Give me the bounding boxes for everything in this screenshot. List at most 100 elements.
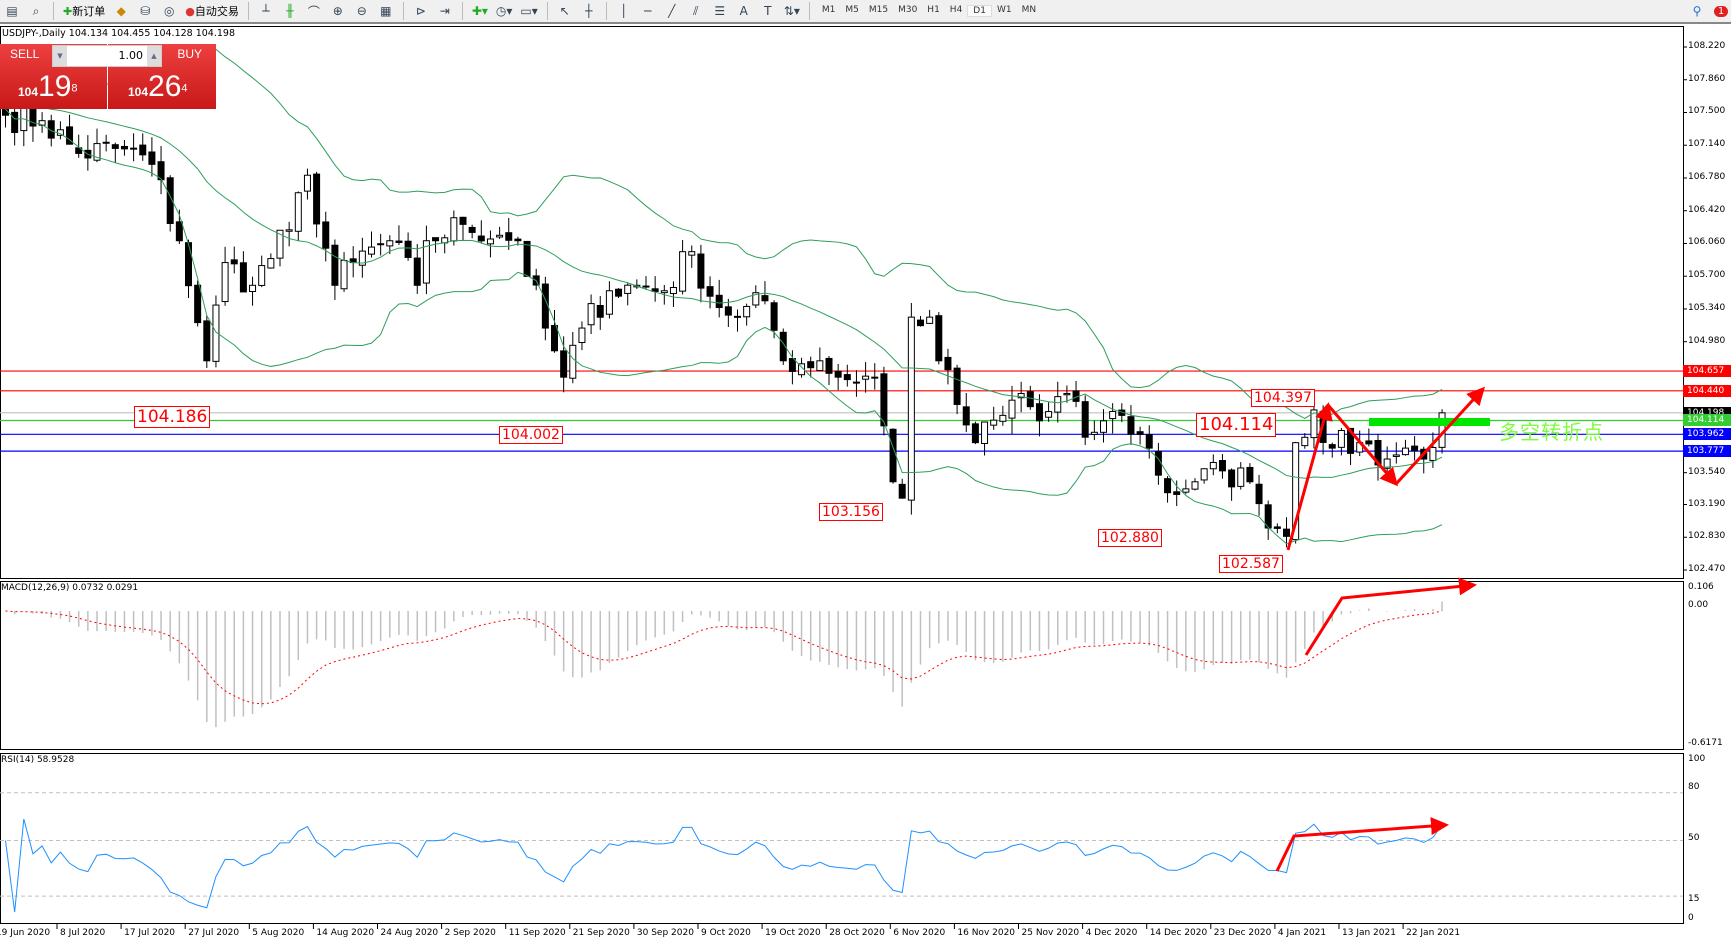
tile-windows-icon[interactable]: ▦ — [380, 4, 392, 18]
timeframe-m1[interactable]: M1 — [821, 5, 836, 15]
price-axis-label: 107.500 — [1688, 106, 1726, 117]
date-label: 23 Dec 2020 — [1213, 928, 1272, 938]
new-order-label: 新订单 — [72, 5, 106, 18]
candlestick-icon[interactable]: ╫ — [286, 4, 294, 18]
date-label: 9 Oct 2020 — [701, 928, 751, 938]
templates-icon[interactable]: ▭▾ — [520, 4, 538, 18]
rsi-axis-100: 100 — [1688, 754, 1706, 764]
candle-body — [953, 367, 961, 405]
candle-body — [331, 244, 339, 286]
indicators-icon[interactable]: ✚▾ — [471, 4, 488, 18]
timeframe-h4[interactable]: H4 — [949, 5, 963, 15]
candle-body — [1246, 466, 1254, 483]
timeframe-d1[interactable]: D1 — [967, 5, 992, 17]
candle-body — [1255, 483, 1263, 505]
periods-icon[interactable]: ◷▾ — [495, 4, 513, 18]
lot-decrease-button[interactable]: ▼ — [53, 46, 67, 66]
auto-trading-icon: ● — [185, 4, 195, 18]
macd-axis-min: -0.6171 — [1688, 738, 1723, 748]
timeframe-mn[interactable]: MN — [1021, 5, 1037, 15]
new-chart-icon[interactable]: ▤ — [6, 4, 18, 18]
data-icon[interactable]: ⛁ — [140, 4, 151, 18]
candle-body — [322, 221, 330, 249]
candle-body — [971, 423, 979, 444]
macd-histogram — [13, 601, 1443, 728]
candle-body — [450, 217, 458, 242]
horizontal-line-icon[interactable]: ─ — [644, 4, 652, 18]
text-icon[interactable]: A — [739, 4, 748, 18]
chart-shift-icon[interactable]: ⇥ — [439, 4, 450, 18]
search-icon[interactable]: ⚲ — [1692, 4, 1702, 18]
candle-body — [377, 243, 385, 246]
candle-body — [596, 305, 604, 318]
price-axis-label: 106.420 — [1688, 204, 1726, 215]
candle-body — [807, 361, 815, 369]
date-label: 25 Nov 2020 — [1021, 928, 1080, 938]
candle-body — [926, 316, 934, 324]
channel-icon[interactable]: ⫽ — [693, 3, 699, 18]
new-order-button[interactable]: ✚ 新订单 — [61, 1, 107, 21]
vertical-line-icon[interactable]: │ — [620, 4, 628, 18]
signal-icon[interactable]: ◎ — [163, 4, 175, 18]
zoom-in-icon[interactable]: ⊕ — [332, 4, 343, 18]
date-label: 6 Nov 2020 — [893, 928, 946, 938]
candle-body — [1136, 431, 1144, 435]
candle-body — [239, 262, 247, 293]
candle-body — [1347, 427, 1355, 454]
line-chart-icon[interactable]: ⌒ — [307, 4, 320, 19]
date-label: 14 Aug 2020 — [316, 928, 375, 938]
timeframe-m30[interactable]: M30 — [898, 5, 918, 15]
timeframe-m15[interactable]: M15 — [868, 5, 889, 15]
crosshair-icon[interactable]: ┼ — [585, 4, 593, 18]
candle-body — [999, 414, 1007, 422]
level-tag: 103.777 — [1683, 445, 1731, 458]
candle-body — [898, 483, 906, 499]
lot-stepper[interactable]: ▼ 1.00 ▲ — [52, 45, 162, 67]
level-tag: 104.440 — [1683, 384, 1731, 397]
timeframe-h1[interactable]: H1 — [927, 5, 940, 15]
candle-body — [1337, 430, 1345, 448]
buy-price-main: 26 — [148, 70, 182, 103]
buy-button[interactable]: BUY 104264 — [108, 44, 216, 109]
candle-body — [834, 370, 842, 378]
candle-body — [1392, 454, 1400, 457]
candle-body — [340, 259, 348, 290]
candle-body — [130, 147, 138, 150]
candle-body — [660, 290, 668, 294]
notifications-button[interactable]: 1 — [1711, 1, 1731, 21]
candle-body — [935, 315, 943, 362]
rsi-axis-50: 50 — [1688, 833, 1700, 843]
bar-chart-icon[interactable]: ┴ — [262, 4, 270, 18]
arrows-icon[interactable]: ⇅▾ — [783, 4, 800, 18]
auto-trading-button[interactable]: ● 自动交易 — [183, 1, 241, 21]
candle-body — [605, 290, 613, 315]
candle-body — [761, 295, 769, 302]
expert-icon[interactable]: ◆ — [116, 4, 126, 18]
zoom-window-icon[interactable]: ⌕ — [32, 3, 40, 18]
zoom-out-icon[interactable]: ⊖ — [356, 4, 367, 18]
lot-increase-button[interactable]: ▲ — [147, 46, 161, 66]
price-axis-label: 104.980 — [1688, 335, 1726, 346]
autoscroll-icon[interactable]: ⊳ — [415, 4, 426, 18]
cursor-icon[interactable]: ↖ — [559, 4, 570, 18]
chart-window[interactable] — [0, 26, 1731, 943]
candle-body — [624, 284, 632, 294]
text-label-icon[interactable]: T — [764, 4, 772, 18]
candle-body — [1090, 431, 1098, 435]
macd-frame — [0, 581, 1684, 750]
candle-body — [1292, 442, 1300, 541]
candle-body — [1429, 446, 1437, 461]
candle-body — [1365, 440, 1373, 445]
timeframe-m5[interactable]: M5 — [845, 5, 859, 15]
candle-body — [47, 120, 55, 139]
trendline-icon[interactable]: ╱ — [668, 4, 676, 18]
fibonacci-icon[interactable]: ☰ — [714, 4, 726, 18]
date-label: 16 Nov 2020 — [957, 928, 1016, 938]
timeframe-w1[interactable]: W1 — [996, 5, 1012, 15]
candle-body — [1173, 491, 1181, 495]
candle-body — [459, 216, 467, 225]
candle-body — [477, 235, 485, 242]
lot-value[interactable]: 1.00 — [118, 49, 144, 62]
candle-body — [541, 283, 549, 329]
